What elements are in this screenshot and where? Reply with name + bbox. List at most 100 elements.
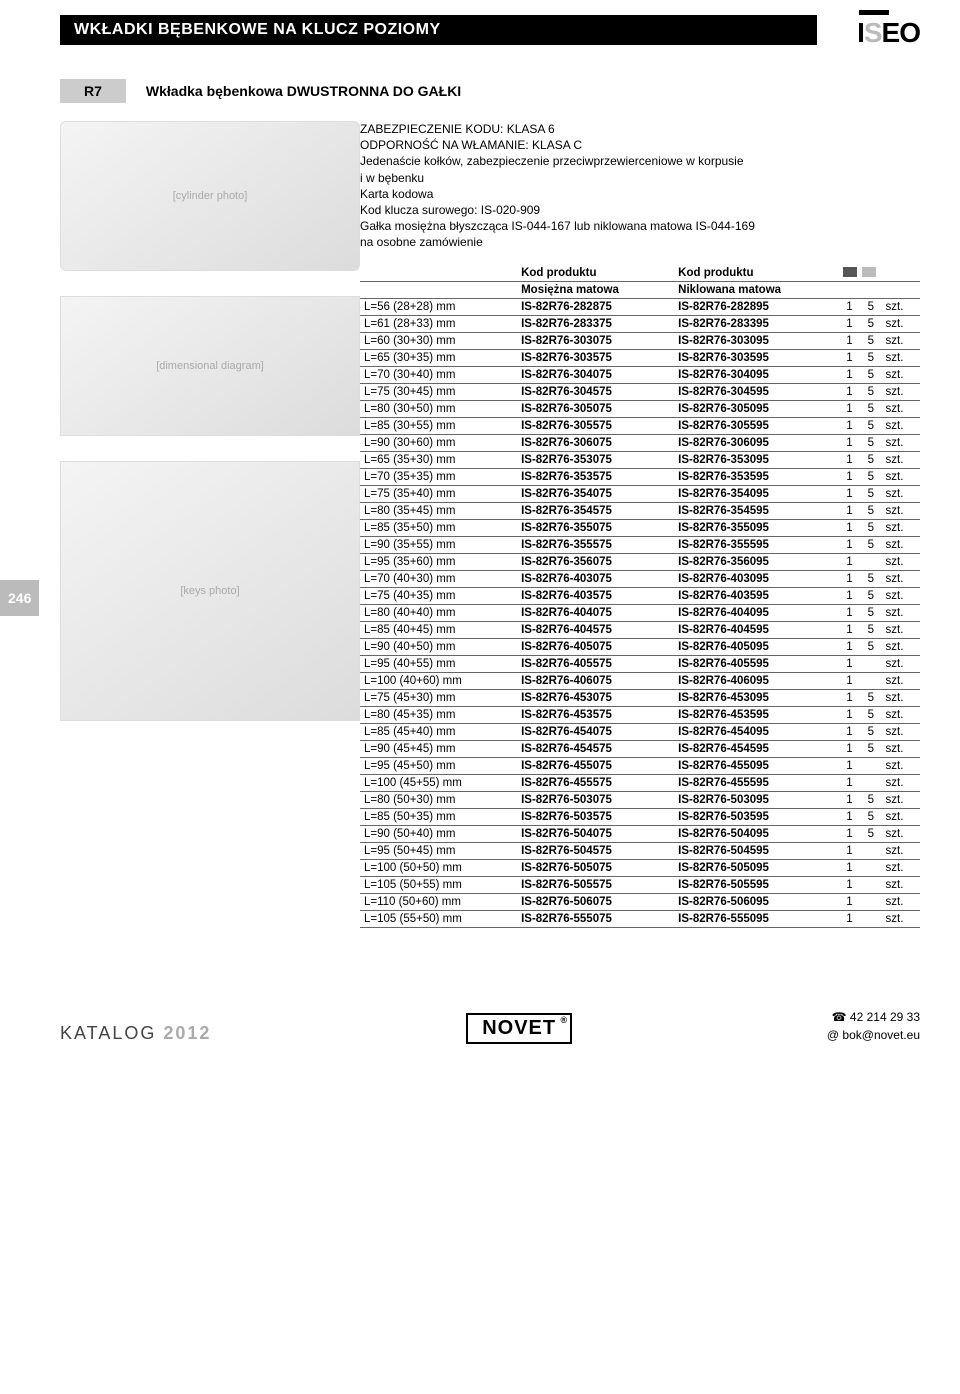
table-cell: 5	[860, 298, 881, 315]
table-cell: 1	[839, 791, 860, 808]
box-icon-light	[862, 267, 876, 277]
phone-icon: ☎	[832, 1010, 847, 1024]
table-cell: IS-82R76-355575	[517, 536, 674, 553]
table-cell: 1	[839, 723, 860, 740]
table-cell	[860, 842, 881, 859]
table-cell: 1	[839, 604, 860, 621]
table-cell: 5	[860, 417, 881, 434]
table-cell: L=85 (30+55) mm	[360, 417, 517, 434]
table-cell: IS-82R76-283375	[517, 315, 674, 332]
table-cell: szt.	[882, 791, 920, 808]
table-cell: IS-82R76-403575	[517, 587, 674, 604]
table-cell: L=70 (40+30) mm	[360, 570, 517, 587]
table-cell: L=80 (50+30) mm	[360, 791, 517, 808]
table-row: L=65 (35+30) mmIS-82R76-353075IS-82R76-3…	[360, 451, 920, 468]
table-cell: L=90 (35+55) mm	[360, 536, 517, 553]
table-cell: IS-82R76-404095	[674, 604, 839, 621]
table-cell: 1	[839, 893, 860, 910]
table-cell: L=90 (30+60) mm	[360, 434, 517, 451]
table-cell: IS-82R76-303075	[517, 332, 674, 349]
table-cell: IS-82R76-504095	[674, 825, 839, 842]
table-cell: 1	[839, 468, 860, 485]
table-cell: 5	[860, 349, 881, 366]
product-table: Kod produktu Kod produktu Mosiężna matow…	[360, 265, 920, 928]
desc-line: Gałka mosiężna błyszcząca IS-044-167 lub…	[360, 218, 920, 234]
product-description: ZABEZPIECZENIE KODU: KLASA 6ODPORNOŚĆ NA…	[360, 121, 920, 251]
table-cell: IS-82R76-303095	[674, 332, 839, 349]
table-cell: IS-82R76-404575	[517, 621, 674, 638]
table-row: L=80 (45+35) mmIS-82R76-453575IS-82R76-4…	[360, 706, 920, 723]
product-diagram	[60, 296, 360, 436]
table-cell: L=100 (40+60) mm	[360, 672, 517, 689]
table-cell: IS-82R76-405575	[517, 655, 674, 672]
table-row: L=60 (30+30) mmIS-82R76-303075IS-82R76-3…	[360, 332, 920, 349]
table-cell: IS-82R76-405595	[674, 655, 839, 672]
table-cell: szt.	[882, 400, 920, 417]
table-cell: 5	[860, 638, 881, 655]
table-cell: szt.	[882, 587, 920, 604]
table-cell	[860, 859, 881, 876]
table-cell: szt.	[882, 893, 920, 910]
table-row: L=100 (40+60) mmIS-82R76-406075IS-82R76-…	[360, 672, 920, 689]
table-cell: IS-82R76-505075	[517, 859, 674, 876]
table-cell: IS-82R76-282895	[674, 298, 839, 315]
table-cell: 1	[839, 451, 860, 468]
table-cell: IS-82R76-455595	[674, 774, 839, 791]
subheader-row: R7 Wkładka bębenkowa DWUSTRONNA DO GAŁKI	[60, 79, 920, 103]
table-cell	[860, 553, 881, 570]
table-cell: szt.	[882, 655, 920, 672]
novet-logo: NOVET	[466, 1013, 572, 1044]
table-cell: szt.	[882, 502, 920, 519]
table-cell: L=90 (40+50) mm	[360, 638, 517, 655]
table-cell: szt.	[882, 536, 920, 553]
table-cell: szt.	[882, 825, 920, 842]
table-cell: IS-82R76-305575	[517, 417, 674, 434]
page-footer: KATALOG 2012 NOVET ☎ 42 214 29 33 @ bok@…	[60, 1008, 920, 1064]
table-cell: szt.	[882, 757, 920, 774]
table-cell: IS-82R76-304095	[674, 366, 839, 383]
sub-empty	[360, 281, 517, 298]
table-cell: IS-82R76-303595	[674, 349, 839, 366]
table-cell: szt.	[882, 910, 920, 927]
table-cell: szt.	[882, 468, 920, 485]
table-row: L=80 (50+30) mmIS-82R76-503075IS-82R76-5…	[360, 791, 920, 808]
email-line: @ bok@novet.eu	[827, 1026, 920, 1044]
th-empty	[360, 265, 517, 282]
table-cell: 1	[839, 298, 860, 315]
table-row: L=75 (30+45) mmIS-82R76-304575IS-82R76-3…	[360, 383, 920, 400]
table-row: L=70 (30+40) mmIS-82R76-304075IS-82R76-3…	[360, 366, 920, 383]
table-row: L=100 (50+50) mmIS-82R76-505075IS-82R76-…	[360, 859, 920, 876]
table-cell: L=95 (50+45) mm	[360, 842, 517, 859]
table-cell: 1	[839, 757, 860, 774]
table-cell: szt.	[882, 434, 920, 451]
table-row: L=56 (28+28) mmIS-82R76-282875IS-82R76-2…	[360, 298, 920, 315]
table-cell: 5	[860, 485, 881, 502]
table-row: L=110 (50+60) mmIS-82R76-506075IS-82R76-…	[360, 893, 920, 910]
table-cell: IS-82R76-305075	[517, 400, 674, 417]
table-cell: 1	[839, 332, 860, 349]
table-cell: IS-82R76-353595	[674, 468, 839, 485]
table-cell: IS-82R76-455075	[517, 757, 674, 774]
table-cell: L=75 (45+30) mm	[360, 689, 517, 706]
table-cell: IS-82R76-453595	[674, 706, 839, 723]
table-cell: L=80 (45+35) mm	[360, 706, 517, 723]
table-cell: 1	[839, 349, 860, 366]
table-row: L=80 (40+40) mmIS-82R76-404075IS-82R76-4…	[360, 604, 920, 621]
table-cell: L=95 (40+55) mm	[360, 655, 517, 672]
table-cell: L=56 (28+28) mm	[360, 298, 517, 315]
table-cell: 1	[839, 655, 860, 672]
table-cell: 5	[860, 519, 881, 536]
table-row: L=95 (40+55) mmIS-82R76-405575IS-82R76-4…	[360, 655, 920, 672]
table-header-row-1: Kod produktu Kod produktu	[360, 265, 920, 282]
table-cell: 1	[839, 910, 860, 927]
table-cell: IS-82R76-505595	[674, 876, 839, 893]
table-row: L=90 (35+55) mmIS-82R76-355575IS-82R76-3…	[360, 536, 920, 553]
table-row: L=80 (35+45) mmIS-82R76-354575IS-82R76-3…	[360, 502, 920, 519]
table-cell: 1	[839, 706, 860, 723]
table-cell: 1	[839, 383, 860, 400]
desc-line: na osobne zamówienie	[360, 234, 920, 250]
table-cell: IS-82R76-506075	[517, 893, 674, 910]
table-cell: IS-82R76-403095	[674, 570, 839, 587]
table-cell: IS-82R76-406075	[517, 672, 674, 689]
table-cell: L=105 (50+55) mm	[360, 876, 517, 893]
